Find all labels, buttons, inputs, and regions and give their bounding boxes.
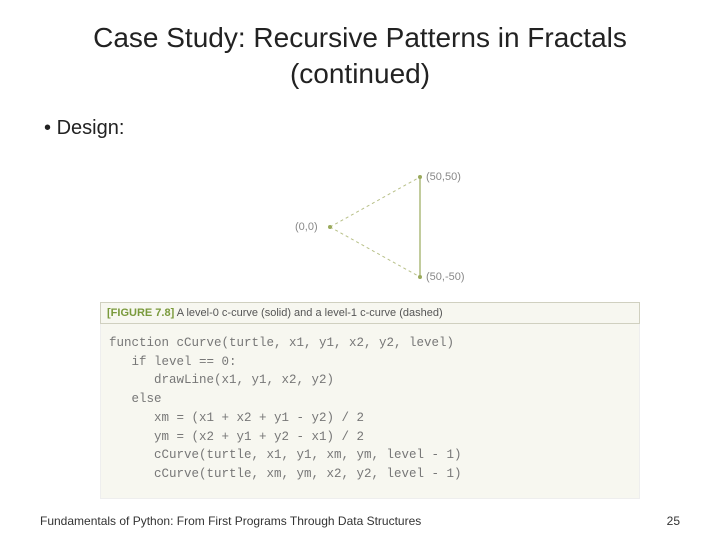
coord-origin-label: (0,0) bbox=[295, 221, 318, 233]
bullet-design: • Design: bbox=[44, 117, 680, 140]
figure-caption: [FIGURE 7.8] A level-0 c-curve (solid) a… bbox=[100, 302, 640, 324]
diagram: (0,0) (50,50) (50,-50) bbox=[100, 152, 640, 302]
page-number: 25 bbox=[667, 514, 680, 528]
coord-bottom-label: (50,-50) bbox=[426, 271, 465, 283]
coord-top-label: (50,50) bbox=[426, 171, 461, 183]
pseudocode-block: function cCurve(turtle, x1, y1, x2, y2, … bbox=[100, 324, 640, 499]
slide-footer: Fundamentals of Python: From First Progr… bbox=[40, 514, 680, 528]
footer-source: Fundamentals of Python: From First Progr… bbox=[40, 514, 421, 528]
figure-container: (0,0) (50,50) (50,-50) [FIGURE 7.8] A le… bbox=[100, 152, 640, 499]
figure-caption-text: A level-0 c-curve (solid) and a level-1 … bbox=[177, 307, 443, 319]
slide-title: Case Study: Recursive Patterns in Fracta… bbox=[40, 20, 680, 93]
c-curve-diagram bbox=[100, 152, 640, 302]
figure-label: [FIGURE 7.8] bbox=[107, 307, 174, 319]
bullet-text: Design: bbox=[57, 117, 125, 139]
